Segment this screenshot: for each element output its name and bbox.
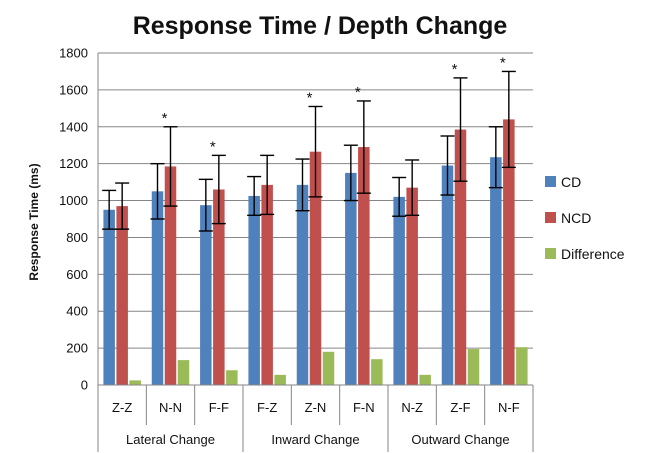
y-tick-label: 1000 bbox=[59, 193, 88, 208]
group-label: Lateral Change bbox=[126, 432, 215, 447]
y-tick-labels: 0 200 400 600 800 1000 1200 1400 1600 1800 bbox=[59, 46, 88, 393]
legend-swatch-cd bbox=[545, 176, 556, 187]
bar-cd bbox=[345, 172, 357, 385]
error-bars bbox=[102, 70, 516, 232]
legend-label: CD bbox=[561, 174, 581, 190]
y-tick-label: 1200 bbox=[59, 156, 88, 171]
x-tick-label: F-F bbox=[209, 400, 229, 415]
group-label: Outward Change bbox=[411, 432, 509, 447]
bar-ncd bbox=[213, 189, 225, 385]
legend-label: NCD bbox=[561, 210, 591, 226]
bar-difference bbox=[467, 349, 480, 385]
x-axis: Z-Z N-N F-F F-Z Z-N F-N N-Z Z-F N-F Lateral Chang… bbox=[97, 53, 534, 452]
bar-cd bbox=[200, 205, 212, 385]
bar-ncd bbox=[309, 151, 322, 385]
legend-label: Difference bbox=[561, 246, 625, 262]
significance-marker: * bbox=[307, 89, 313, 106]
x-tick-label: F-Z bbox=[257, 400, 277, 415]
significance-marker: * bbox=[210, 138, 216, 155]
bar-difference bbox=[177, 360, 190, 385]
y-tick-label: 600 bbox=[66, 267, 88, 282]
x-tick-label: N-Z bbox=[401, 400, 423, 415]
legend: CD NCD Difference bbox=[545, 174, 625, 262]
bar-cd bbox=[248, 195, 260, 385]
bar-difference bbox=[371, 359, 383, 385]
bar-cd bbox=[296, 184, 309, 385]
bar-ncd bbox=[164, 166, 177, 385]
y-tick-label: 200 bbox=[66, 341, 88, 356]
x-tick-label: N-N bbox=[159, 400, 182, 415]
bar-cd bbox=[103, 209, 115, 385]
x-tick-label: F-N bbox=[353, 400, 375, 415]
chart-title: Response Time / Depth Change bbox=[133, 12, 508, 40]
bar-ncd bbox=[406, 187, 418, 385]
bar-ncd bbox=[503, 119, 515, 386]
significance-markers: * * * * * * bbox=[162, 54, 506, 155]
bar-ncd bbox=[454, 129, 467, 385]
group-label: Inward Change bbox=[271, 432, 359, 447]
x-tick-label: Z-Z bbox=[112, 400, 132, 415]
bar-ncd bbox=[358, 147, 370, 385]
significance-marker: * bbox=[355, 84, 361, 101]
bar-cd bbox=[490, 157, 502, 385]
y-tick-label: 1600 bbox=[59, 82, 88, 97]
bar-difference bbox=[419, 374, 431, 385]
bar-difference bbox=[516, 347, 528, 385]
bar-cd bbox=[393, 196, 405, 385]
legend-swatch-ncd bbox=[545, 212, 556, 223]
y-tick-label: 1800 bbox=[59, 46, 88, 61]
y-axis-label: Response Time (ms) bbox=[27, 163, 41, 280]
significance-marker: * bbox=[500, 54, 506, 71]
x-tick-label: N-F bbox=[498, 400, 520, 415]
bar-ncd bbox=[261, 184, 273, 385]
bar-difference bbox=[322, 351, 335, 385]
bar-ncd bbox=[116, 206, 128, 385]
y-tick-label: 1400 bbox=[59, 119, 88, 134]
legend-swatch-difference bbox=[545, 248, 556, 259]
x-tick-label: Z-F bbox=[450, 400, 470, 415]
bar-difference bbox=[274, 374, 286, 385]
bar-cd bbox=[151, 191, 164, 385]
y-tick-label: 0 bbox=[81, 378, 88, 393]
bar-cd bbox=[441, 165, 454, 385]
significance-marker: * bbox=[452, 61, 458, 78]
bar-difference bbox=[129, 380, 141, 385]
x-tick-label: Z-N bbox=[305, 400, 327, 415]
y-tick-label: 800 bbox=[66, 230, 88, 245]
bar-difference bbox=[226, 370, 238, 385]
bars bbox=[103, 119, 528, 386]
y-tick-label: 400 bbox=[66, 304, 88, 319]
significance-marker: * bbox=[162, 110, 168, 127]
